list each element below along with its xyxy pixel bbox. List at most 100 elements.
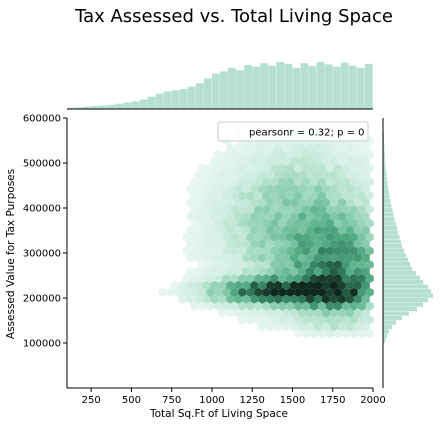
hexbin-cell [278, 191, 287, 201]
hexbin-cell [230, 232, 239, 242]
hexbin-cell [325, 260, 334, 270]
hexbin-cell [349, 232, 358, 242]
marginal-y-bar [383, 163, 386, 168]
hexbin-cell [230, 177, 239, 187]
hexbin-cell [282, 156, 291, 166]
hexbin-cell [198, 163, 207, 173]
hexbin-cell [357, 204, 366, 215]
hexbin-cell [242, 184, 251, 194]
hexbin-cell [278, 177, 287, 187]
hexbin-cell [190, 301, 199, 311]
hexbin-cell [218, 294, 227, 304]
hexbin-cell [361, 239, 370, 249]
hexbin-cell [258, 170, 267, 180]
hexbin-cell [210, 225, 219, 235]
hexbin-cell [254, 149, 263, 159]
hexbin-cell [282, 267, 291, 277]
hexbin-cell [345, 253, 354, 263]
hexbin-cell [294, 260, 303, 270]
hexbin-cell [214, 218, 223, 228]
hexbin-cell [250, 184, 259, 194]
hexbin-cell [321, 156, 330, 166]
hexbin-cell [286, 287, 295, 297]
hexbin-cell [262, 246, 271, 256]
hexbin-cell [353, 170, 362, 180]
hexbin-cell [206, 218, 215, 228]
hexbin-cell [314, 322, 322, 332]
hexbin-cell [349, 260, 358, 270]
hexbin-cell [250, 225, 259, 235]
hexbin-cell [365, 177, 374, 187]
hexbin-cell [361, 253, 370, 263]
hexbin-cell [345, 280, 354, 290]
x-axis-label: Total Sq.Ft of Living Space [149, 408, 288, 420]
hexbin-cell [222, 163, 231, 173]
hexbin-cell [242, 198, 251, 208]
hexbin-cell [333, 287, 342, 297]
marginal-x-bar [332, 66, 341, 109]
hexbin-cell [198, 246, 207, 256]
hexbin-cell [329, 294, 338, 304]
hexbin-cell [302, 287, 311, 297]
hexbin-cell [202, 239, 211, 249]
x-tick-label: 1500 [280, 395, 305, 406]
hexbin-cell [337, 294, 346, 304]
hexbin-cell [250, 253, 259, 263]
hexbin-cell [321, 198, 330, 208]
hexbin-cell [190, 204, 199, 215]
hexbin-cell [250, 267, 259, 277]
hexbin-cell [317, 260, 326, 270]
hexbin-cell [186, 225, 195, 235]
hexbin-cell [218, 267, 227, 277]
hexbin-cell [306, 184, 315, 194]
hexbin-cell [294, 315, 303, 325]
hexbin-cell [218, 198, 227, 208]
hexbin-cell [317, 204, 326, 215]
hexbin-cell [290, 294, 299, 304]
hexbin-cell [337, 308, 346, 318]
hexbin-cell [262, 149, 271, 159]
hexbin-cell [218, 239, 227, 249]
hexbin-cell [258, 280, 267, 290]
marginal-x-bar [67, 107, 75, 109]
hexbin-cell [325, 315, 334, 325]
marginal-x-bar [252, 66, 260, 109]
hexbin-cell [314, 184, 322, 194]
hexbin-cell [182, 287, 191, 297]
hexbin-cell [242, 156, 251, 166]
marginal-y-bar [383, 262, 410, 267]
hexbin-cell [353, 294, 362, 304]
hexbin-cell [254, 204, 263, 215]
hexbin-cell [210, 239, 219, 249]
hexbin-cell [278, 260, 287, 270]
hexbin-cell [210, 294, 219, 304]
hexbin-cell [178, 294, 187, 304]
marginal-x-bar [187, 86, 196, 109]
hexbin-cell [250, 156, 259, 166]
marginal-x-bar [139, 99, 148, 109]
hexbin-cell [186, 239, 195, 249]
marginal-y-bar [383, 185, 388, 190]
hexbin-cell [274, 280, 283, 290]
hexbin-cell [365, 315, 374, 325]
hexbin-cell [202, 170, 211, 180]
hexbin-cell [274, 198, 283, 208]
hexbin-cell [254, 232, 263, 242]
hexbin-cell [242, 280, 251, 290]
hexbin-cell [226, 267, 235, 277]
hexbin-cell [246, 301, 255, 311]
hexbin-cell [333, 315, 342, 325]
hexbin-cell [317, 273, 326, 284]
hexbin-cell [258, 253, 267, 263]
hexbin-cell [302, 260, 311, 270]
hexbin-cell [349, 204, 358, 215]
hexbin-cell [278, 232, 287, 242]
hexbin-cell [310, 315, 318, 325]
hexbin-cell [198, 177, 207, 187]
hexbin-cell [246, 246, 255, 256]
hexbin-cell [321, 308, 330, 318]
hexbin-cell [214, 301, 223, 311]
hexbin-cell [250, 211, 259, 221]
hexbin-cell [321, 322, 330, 332]
hexbin-cell [325, 273, 334, 284]
